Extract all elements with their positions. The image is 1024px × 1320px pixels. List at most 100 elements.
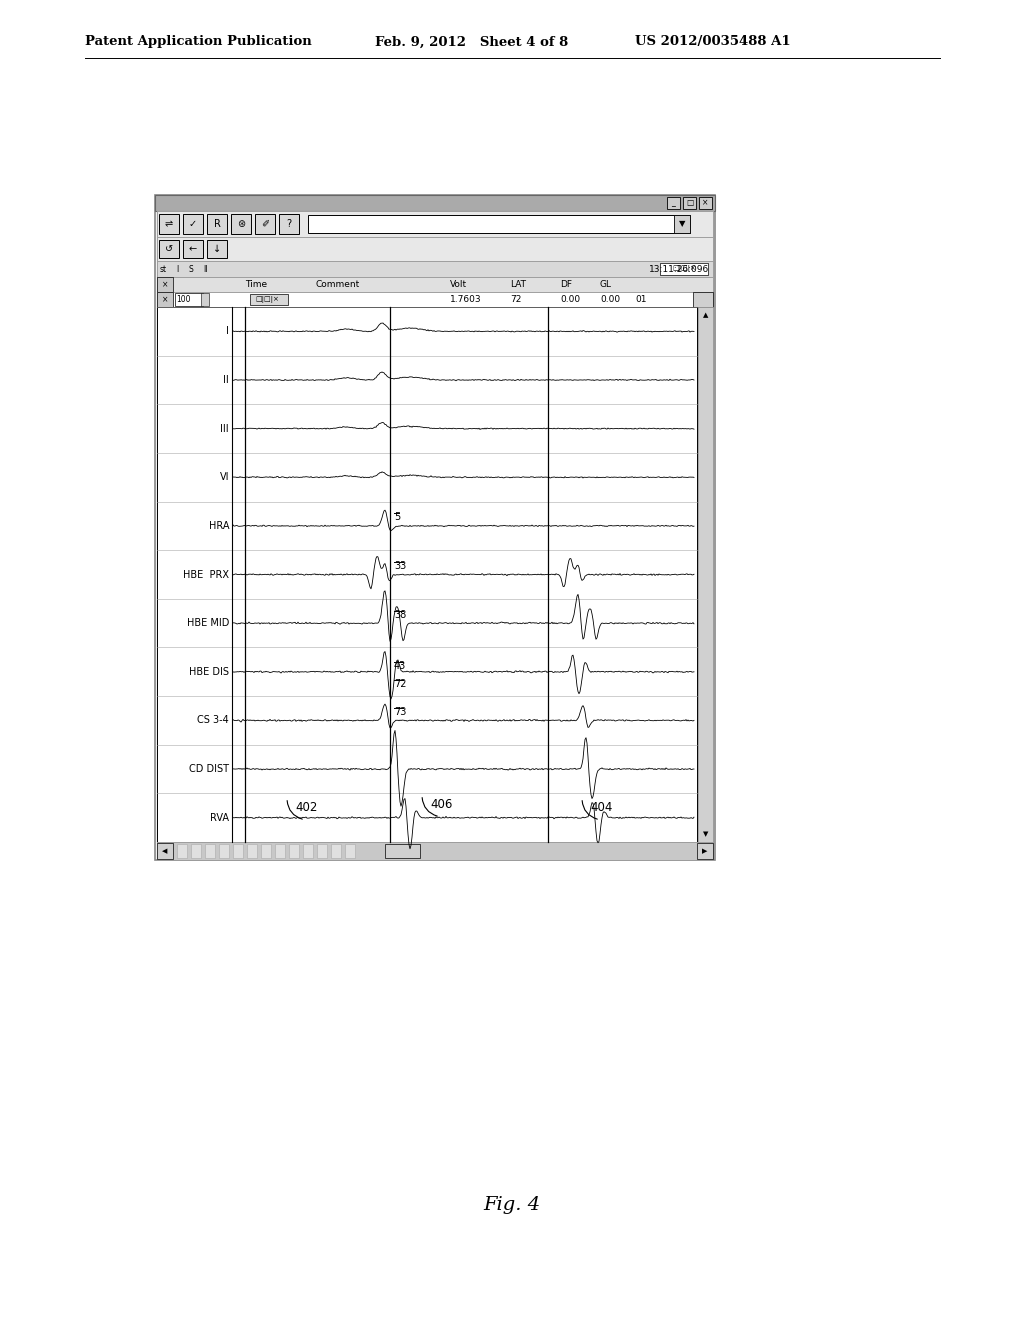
Polygon shape [205, 843, 215, 858]
Bar [699, 197, 712, 209]
Bar [157, 842, 713, 861]
Text: ×: × [702, 198, 709, 207]
Text: Volt: Volt [450, 280, 467, 289]
Polygon shape [191, 843, 201, 858]
Text: ⇌: ⇌ [165, 219, 173, 228]
Bar [250, 294, 288, 305]
Text: ↓: ↓ [213, 244, 221, 253]
Text: HBE  PRX: HBE PRX [183, 569, 229, 579]
Text: LAT: LAT [510, 280, 526, 289]
Text: 73: 73 [394, 706, 407, 717]
Text: 0.00: 0.00 [560, 294, 581, 304]
Polygon shape [331, 843, 341, 858]
Text: ↺: ↺ [165, 244, 173, 253]
Text: 33: 33 [394, 561, 407, 570]
Text: II: II [203, 264, 207, 273]
Text: HBE MID: HBE MID [186, 618, 229, 628]
Bar [155, 195, 715, 861]
Text: 13:11:26:096: 13:11:26:096 [649, 264, 709, 273]
Text: CS 3-4: CS 3-4 [198, 715, 229, 726]
Bar [183, 214, 203, 234]
Text: ⊛: ⊛ [237, 219, 245, 228]
Text: CD DIST: CD DIST [189, 764, 229, 774]
Bar [157, 292, 173, 308]
Text: ▼: ▼ [679, 219, 685, 228]
Bar [157, 238, 713, 261]
Bar [660, 263, 708, 275]
Bar [683, 197, 696, 209]
Bar [183, 240, 203, 257]
Text: DF: DF [560, 280, 572, 289]
Text: Time: Time [245, 280, 267, 289]
Text: 01: 01 [635, 294, 646, 304]
Polygon shape [345, 843, 355, 858]
Text: HRA: HRA [209, 521, 229, 531]
Bar [157, 261, 713, 277]
Bar [175, 293, 203, 306]
Bar [231, 214, 251, 234]
Bar [157, 843, 173, 859]
Bar [157, 277, 173, 292]
Polygon shape [303, 843, 313, 858]
Bar [697, 843, 713, 859]
Bar [207, 240, 227, 257]
Polygon shape [261, 843, 271, 858]
Text: ✐: ✐ [261, 219, 269, 228]
Text: Feb. 9, 2012   Sheet 4 of 8: Feb. 9, 2012 Sheet 4 of 8 [375, 36, 568, 49]
Text: II: II [223, 375, 229, 385]
Bar [157, 211, 713, 858]
Text: ?: ? [287, 219, 292, 228]
Bar [207, 214, 227, 234]
Bar [159, 214, 179, 234]
Bar [693, 292, 713, 308]
Text: _: _ [672, 198, 676, 207]
Polygon shape [247, 843, 257, 858]
Text: 402: 402 [295, 801, 317, 814]
Text: RVA: RVA [210, 813, 229, 822]
Text: 100: 100 [176, 294, 190, 304]
Text: 72: 72 [394, 678, 407, 689]
Bar [698, 308, 713, 842]
Polygon shape [275, 843, 285, 858]
Text: □: □ [686, 198, 693, 207]
Text: ▲: ▲ [702, 312, 709, 318]
Bar [201, 293, 209, 306]
Text: st: st [160, 264, 167, 273]
Text: S: S [188, 264, 194, 273]
Text: 5: 5 [394, 512, 400, 523]
Bar [255, 214, 275, 234]
Text: I: I [176, 264, 178, 273]
Polygon shape [289, 843, 299, 858]
Text: 38: 38 [394, 610, 407, 619]
Text: Comment: Comment [315, 280, 359, 289]
Text: ▶: ▶ [702, 847, 708, 854]
Bar [385, 843, 420, 858]
Bar [157, 292, 713, 308]
Text: Fig. 4: Fig. 4 [483, 1196, 541, 1214]
Text: ×: × [162, 280, 168, 289]
Bar [157, 211, 713, 238]
Text: ◀: ◀ [163, 847, 168, 854]
Text: HBE DIS: HBE DIS [189, 667, 229, 677]
Bar [667, 197, 680, 209]
Text: 0.00: 0.00 [600, 294, 621, 304]
Text: ×: × [162, 294, 168, 304]
Bar [155, 195, 715, 211]
Text: 72: 72 [510, 294, 521, 304]
Bar [279, 214, 299, 234]
Polygon shape [317, 843, 327, 858]
Polygon shape [177, 843, 187, 858]
Text: 406: 406 [430, 799, 453, 812]
Polygon shape [233, 843, 243, 858]
Text: US 2012/0035488 A1: US 2012/0035488 A1 [635, 36, 791, 49]
Text: ✓: ✓ [189, 219, 197, 228]
Bar [157, 308, 697, 842]
Text: □|□|×: □|□|× [672, 265, 696, 272]
Text: III: III [220, 424, 229, 433]
Bar [308, 215, 690, 234]
Bar [159, 240, 179, 257]
Bar [157, 277, 713, 292]
Polygon shape [219, 843, 229, 858]
Bar [157, 308, 232, 842]
Text: ←: ← [189, 244, 197, 253]
